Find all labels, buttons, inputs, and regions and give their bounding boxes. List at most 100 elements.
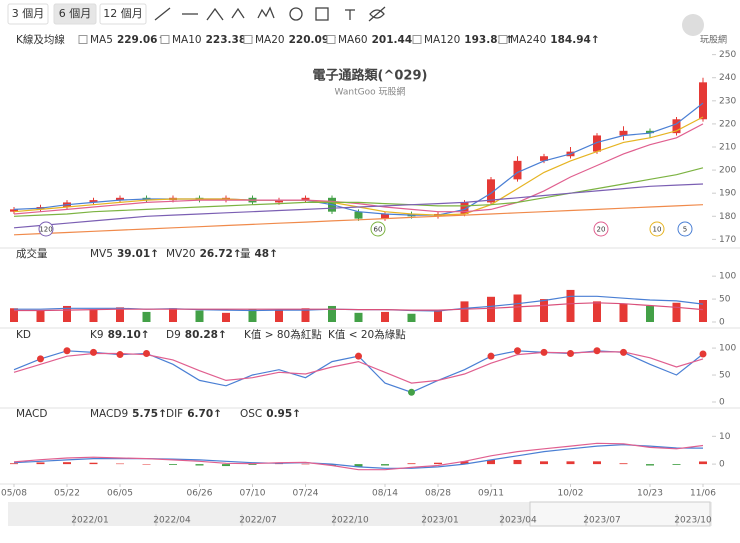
bar [301, 463, 310, 465]
y-tick-label: 210 [719, 143, 736, 153]
kd-dot [116, 351, 124, 359]
ma-marker-label: 120 [39, 226, 52, 234]
bar [195, 464, 204, 466]
bar [434, 310, 442, 322]
candle-body [672, 119, 681, 134]
bar [328, 464, 336, 466]
candle-body [699, 82, 707, 120]
bar [672, 464, 681, 465]
legend-checkbox[interactable] [160, 35, 170, 44]
kd-dot [567, 349, 574, 357]
legend-value: 223.38↑ [206, 34, 255, 46]
kd-dot [514, 347, 521, 355]
tool-line[interactable] [154, 7, 171, 21]
bar [222, 464, 230, 467]
navigator-selection[interactable] [529, 501, 711, 527]
series-line [13, 204, 704, 236]
legend-checkbox[interactable] [78, 35, 88, 44]
bar [513, 294, 522, 322]
candle-body [513, 160, 522, 180]
bar [699, 300, 707, 322]
bar [275, 310, 283, 322]
candle-body [275, 200, 283, 203]
x-tick-label: 10/23 [637, 489, 663, 499]
navigator-label: 2022/07 [239, 516, 276, 526]
legend-value: 48↑ [255, 248, 278, 260]
y-tick-label: 100 [719, 344, 736, 354]
bar [195, 310, 204, 322]
ma-marker-label: 10 [653, 226, 662, 234]
y-tick-label: 170 [719, 235, 736, 245]
kd-dot [620, 348, 627, 356]
bar [142, 464, 151, 465]
bar [89, 462, 98, 465]
ma-marker-label: 5 [683, 226, 687, 234]
navigator-label: 2023/07 [583, 516, 620, 526]
x-tick-label: 07/10 [240, 489, 266, 499]
tool-wedge[interactable] [206, 7, 224, 21]
legend-checkbox[interactable] [243, 35, 253, 44]
range-button[interactable] [7, 3, 49, 25]
kd-dot [487, 352, 495, 360]
tool-hide[interactable] [368, 6, 386, 22]
ma-marker [593, 221, 609, 237]
legend-checkbox[interactable] [498, 35, 508, 44]
navigator-label: 2022/10 [331, 516, 369, 526]
legend-value: 80.28↑ [185, 329, 227, 341]
bar [301, 308, 310, 322]
legend-name: MA5 [90, 34, 113, 46]
candle-body [540, 156, 548, 161]
legend-note: K值 > 80為紅點 [244, 328, 322, 341]
range-button[interactable] [53, 3, 97, 25]
legend-name: MA60 [338, 34, 368, 46]
x-tick-label: 09/11 [478, 489, 504, 499]
bar [354, 312, 363, 322]
bar [513, 459, 522, 465]
legend-value: 220.09↑ [289, 34, 338, 46]
series-line [13, 102, 704, 216]
bar [540, 461, 548, 465]
legend-checkbox[interactable] [326, 35, 336, 44]
tool-circle[interactable] [289, 7, 303, 21]
bar [593, 301, 601, 322]
x-tick-label: 05/22 [54, 489, 80, 499]
y-tick-label: 0 [719, 398, 725, 408]
bar [619, 463, 628, 465]
range-button-label: 6 個月 [59, 7, 92, 20]
candle-body [381, 213, 389, 219]
tool-abc[interactable] [231, 7, 245, 19]
candle-body [354, 211, 363, 219]
y-tick-label: 240 [719, 73, 736, 83]
navigator-label: 2023/04 [499, 516, 537, 526]
bar [10, 463, 18, 465]
legend-value: 229.06↑ [117, 34, 166, 46]
tool-rect[interactable] [315, 7, 329, 21]
y-tick-label: 180 [719, 212, 736, 222]
candle-body [619, 130, 628, 136]
candle-body [593, 135, 601, 152]
ma-marker [370, 221, 386, 237]
series-line [13, 351, 704, 384]
kd-dot [408, 388, 415, 396]
bar [593, 461, 601, 465]
navigator-label: 2022/01 [71, 516, 108, 526]
candle-body [460, 202, 469, 214]
legend-checkbox[interactable] [412, 35, 422, 44]
bar [36, 310, 45, 322]
range-button[interactable] [99, 3, 147, 25]
chart-title: 電子通路類(^029) [313, 68, 428, 84]
bar [89, 309, 98, 322]
legend-name: DIF [166, 408, 183, 420]
y-tick-label: 190 [719, 189, 736, 199]
legend-name: MACD9 [90, 408, 128, 420]
bar [169, 308, 177, 322]
bar [487, 296, 495, 322]
y-tick-label: 50 [719, 295, 731, 305]
bar [487, 459, 495, 465]
bar [142, 311, 151, 322]
drawing-tools [154, 6, 386, 22]
kd-dot [90, 348, 97, 356]
candle-body [646, 130, 654, 134]
tool-wave[interactable] [257, 6, 275, 19]
